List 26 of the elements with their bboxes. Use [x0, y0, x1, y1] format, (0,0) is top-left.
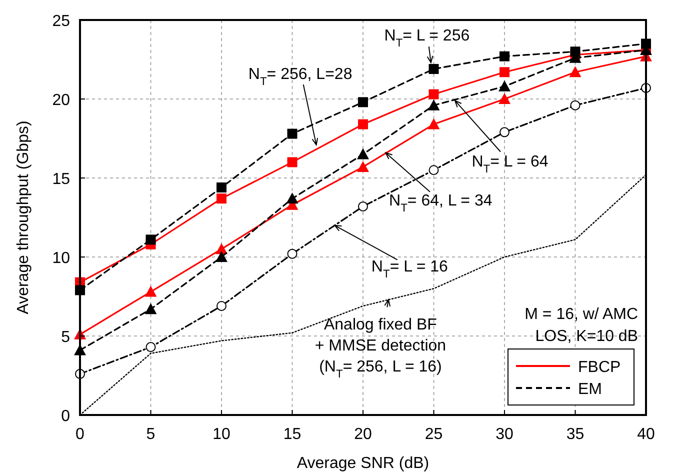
- y-tick-label: 25: [52, 13, 70, 30]
- y-tick-label: 5: [61, 329, 70, 346]
- annotation: N$_{T}$= L = 16: [371, 258, 448, 280]
- x-tick-label: 0: [76, 426, 85, 443]
- y-tick-label: 0: [61, 408, 70, 425]
- y-tick-label: 10: [52, 250, 70, 267]
- y-tick-label: 20: [52, 92, 70, 109]
- annotation: M = 16, w/ AMC LOS, K=10 dB: [524, 306, 638, 345]
- x-tick-label: 35: [566, 426, 584, 443]
- x-tick-label: 30: [496, 426, 514, 443]
- y-axis-title: Average throughput (Gbps): [15, 120, 32, 314]
- x-tick-label: 20: [354, 426, 372, 443]
- annotation: N$_{T}$= L = 64: [472, 154, 548, 176]
- annotation: N$_{T}$= L = 256: [384, 28, 470, 50]
- annotation: Analog fixed BF + MMSE detection (N$_{T}$= 256, L = 16): [314, 316, 446, 381]
- x-tick-label: 25: [424, 426, 443, 443]
- x-tick-label: 5: [146, 426, 156, 443]
- legend-label: FBCP: [578, 359, 621, 376]
- x-tick-label: 15: [283, 426, 302, 443]
- x-axis-title: Average SNR (dB): [296, 455, 430, 472]
- y-tick-label: 15: [52, 171, 70, 188]
- legend-label: EM: [578, 381, 602, 398]
- annotation: N$_{T}$= 64, L = 34: [389, 192, 492, 215]
- x-tick-label: 40: [637, 426, 655, 443]
- x-tick-label: 10: [212, 426, 230, 443]
- annotation: N$_{T}$= 256, L=28: [248, 66, 352, 88]
